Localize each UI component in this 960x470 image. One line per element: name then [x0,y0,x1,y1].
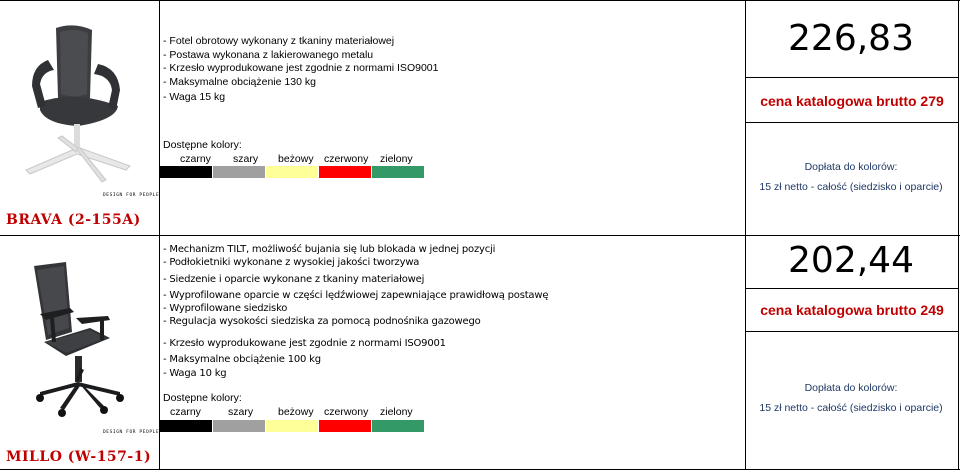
color-name: szary [233,153,259,165]
feature-item: - Wyprofilowane oparcie w części lędźwio… [163,289,549,301]
color-swatch [372,166,424,178]
color-swatch [160,420,212,432]
color-name: czerwony [324,406,369,418]
brava-surcharge-label: Dopłata do kolorów: [804,161,898,173]
millo-image-caption: DESIGN FOR PEOPLE [103,430,160,435]
color-swatch [213,420,265,432]
color-name: zielony [380,406,413,418]
feature-item: - Maksymalne obciążenie 100 kg [163,354,321,366]
brava-price: 226,83 [788,18,914,59]
color-swatch [319,166,371,178]
brava-color-swatches [160,166,425,178]
feature-item: - Waga 15 kg [163,91,226,103]
color-name: czarny [180,153,211,165]
feature-item: - Maksymalne obciążenie 130 kg [163,75,316,88]
grid-line [745,288,959,289]
feature-item: - Krzesło wyprodukowane jest zgodnie z n… [163,338,446,349]
grid-line [0,235,960,236]
feature-item: - Mechanizm TILT, możliwość bujania się … [163,244,496,255]
feature-item: - Fotel obrotowy wykonany z tkaniny mate… [163,35,395,47]
color-swatch [372,420,424,432]
feature-item: - Wyprofilowane siedzisko [163,303,288,315]
grid-line [745,0,746,470]
millo-product-title: MILLO (W-157-1) [6,449,152,465]
color-name: beżowy [278,153,314,165]
feature-item: - Regulacja wysokości siedziska za pomoc… [163,316,481,328]
millo-surcharge-value: 15 zł netto - całość (siedzisko i oparci… [759,402,943,414]
millo-chair-image [34,262,124,417]
feature-item: - Siedzenie i oparcie wykonane z tkaniny… [163,273,425,285]
millo-color-swatches [160,420,425,432]
feature-item: - Postawa wykonana z lakierowanego metal… [163,48,374,61]
grid-line [745,122,959,123]
millo-surcharge-label: Dopłata do kolorów: [804,382,898,394]
feature-item: - Krzesło wyprodukowane jest zgodnie z n… [163,62,439,74]
brava-chair-image [25,25,131,183]
color-swatch [266,166,318,178]
millo-feature-list: - Mechanizm TILT, możliwość bujania się … [163,243,548,329]
grid-line [745,331,959,332]
color-swatch [160,166,212,178]
brava-surcharge-value: 15 zł netto - całość (siedzisko i oparci… [759,181,943,193]
color-name: beżowy [278,406,314,418]
brava-colors-label: Dostępne kolory: [163,139,242,151]
grid-line [0,0,960,1]
color-name: szary [228,406,254,418]
millo-catalog-price: cena katalogowa brutto 249 [760,302,944,318]
brava-product-title: BRAVA (2-155A) [6,212,141,228]
color-name: czerwony [324,153,369,165]
millo-colors-label: Dostępne kolory: [163,392,242,404]
brava-catalog-price: cena katalogowa brutto 279 [760,93,944,109]
brava-image-caption: DESIGN FOR PEOPLE [103,193,160,198]
grid-line [958,0,959,470]
color-swatch [266,420,318,432]
grid-line [745,77,959,78]
brava-feature-list: - Fotel obrotowy wykonany z tkaniny mate… [163,35,438,105]
feature-item: - Waga 10 kg [163,367,227,379]
millo-feature-list-extra: - Krzesło wyprodukowane jest zgodnie z n… [163,337,446,380]
feature-item: - Podłokietniki wykonane z wysokiej jako… [163,257,420,269]
color-swatch [319,420,371,432]
millo-price: 202,44 [788,240,914,281]
color-name: czarny [170,406,201,418]
color-swatch [213,166,265,178]
color-name: zielony [380,153,413,165]
grid-line [159,0,160,470]
